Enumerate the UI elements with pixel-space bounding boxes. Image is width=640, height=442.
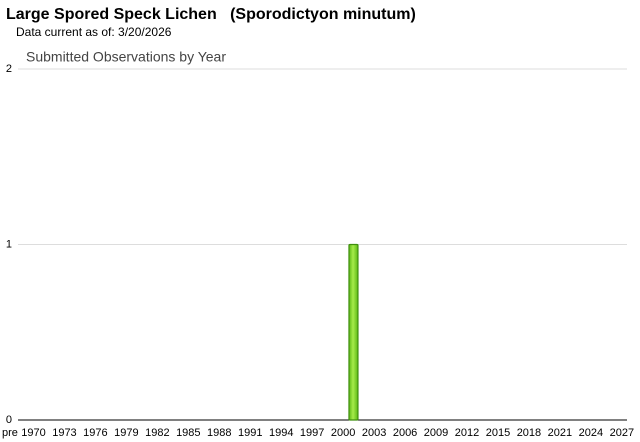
- x-tick-label: 2009: [424, 427, 448, 439]
- x-tick-label: 1991: [238, 427, 262, 439]
- x-tick-label: 1982: [145, 427, 169, 439]
- x-tick-label: 2027: [610, 427, 634, 439]
- x-tick-label: 2012: [455, 427, 479, 439]
- x-tick-label: 2024: [579, 427, 603, 439]
- x-tick-label: 1970: [21, 427, 45, 439]
- page-title: Large Spored Speck Lichen (Sporodictyon …: [6, 6, 416, 23]
- x-tick-label: 2018: [517, 427, 541, 439]
- x-tick-label: 1985: [176, 427, 200, 439]
- x-tick-label: 2015: [486, 427, 510, 439]
- x-tick-label: pre: [2, 427, 18, 439]
- x-tick-label: 2021: [548, 427, 572, 439]
- x-tick-label: 1973: [52, 427, 76, 439]
- x-tick-label: 1988: [207, 427, 231, 439]
- x-tick-label: 1994: [269, 427, 293, 439]
- bar: [348, 243, 359, 421]
- chart-title: Submitted Observations by Year: [26, 49, 226, 65]
- y-tick-label: 1: [6, 238, 12, 250]
- x-tick-label: 2000: [331, 427, 355, 439]
- data-note: Data current as of: 3/20/2026: [16, 25, 172, 39]
- x-tick-label: 1997: [300, 427, 324, 439]
- x-tick-label: 1979: [114, 427, 138, 439]
- x-tick-label: 2003: [362, 427, 386, 439]
- x-tick-label: 2006: [393, 427, 417, 439]
- y-tick-label: 0: [6, 414, 12, 426]
- y-tick-label: 2: [6, 63, 12, 75]
- x-tick-label: 1976: [83, 427, 107, 439]
